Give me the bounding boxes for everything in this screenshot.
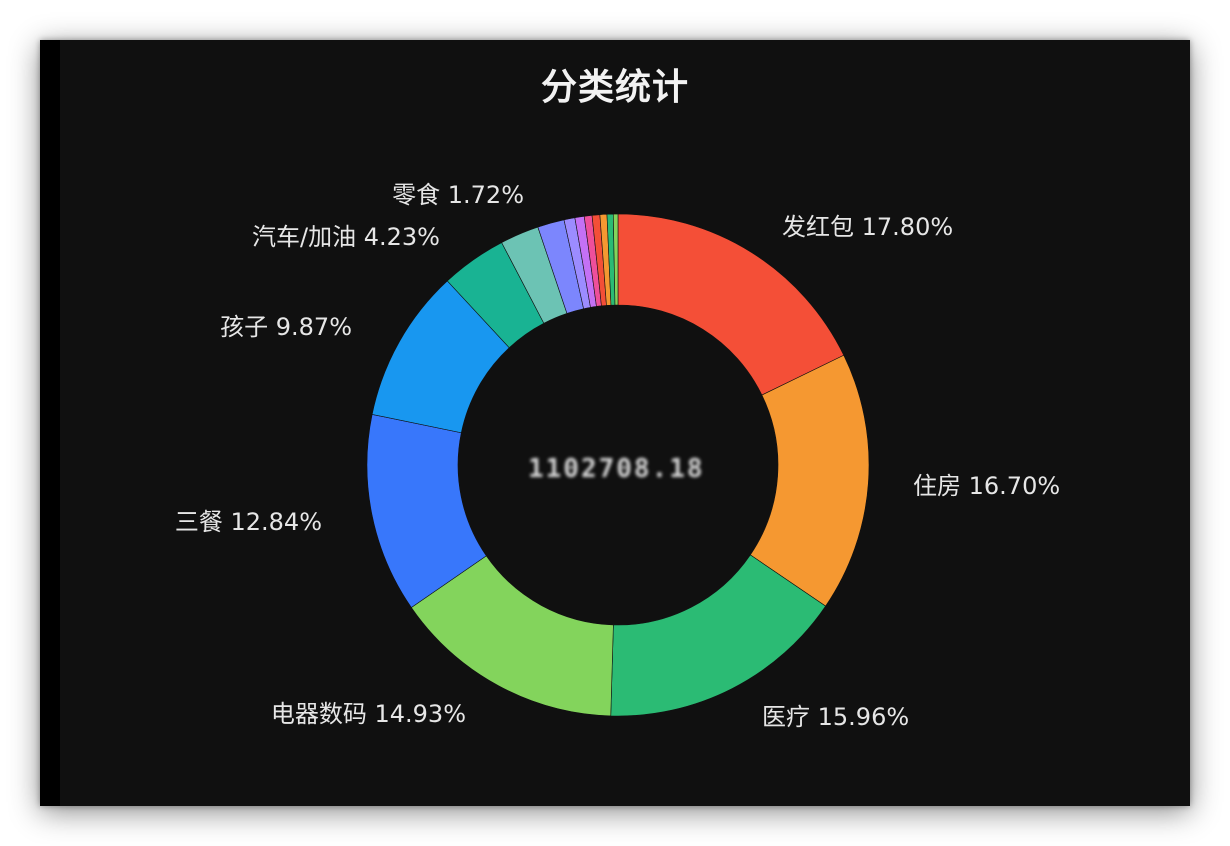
- donut-slices: [366, 213, 870, 717]
- donut-slice-15[interactable]: [612, 213, 619, 306]
- slice-label-8: 零食 1.72%: [392, 181, 524, 209]
- center-total-value: 1102708.18: [528, 454, 705, 484]
- slice-label-2: 医疗 15.96%: [762, 703, 909, 731]
- slice-label-3: 电器数码 14.93%: [271, 700, 466, 728]
- donut-slice-0[interactable]: [617, 213, 845, 396]
- slice-label-5: 孩子 9.87%: [220, 313, 352, 341]
- chart-title: 分类统计: [540, 67, 689, 108]
- slice-label-1: 住房 16.70%: [913, 472, 1060, 500]
- slice-label-6: 汽车/加油 4.23%: [252, 223, 440, 251]
- window-left-edge: [40, 40, 60, 806]
- slice-label-0: 发红包 17.80%: [782, 213, 953, 241]
- slice-labels: 发红包 17.80% 住房 16.70% 医疗 15.96% 电器数码 14.93% 三…: [175, 181, 1060, 731]
- slice-label-4: 三餐 12.84%: [175, 508, 322, 536]
